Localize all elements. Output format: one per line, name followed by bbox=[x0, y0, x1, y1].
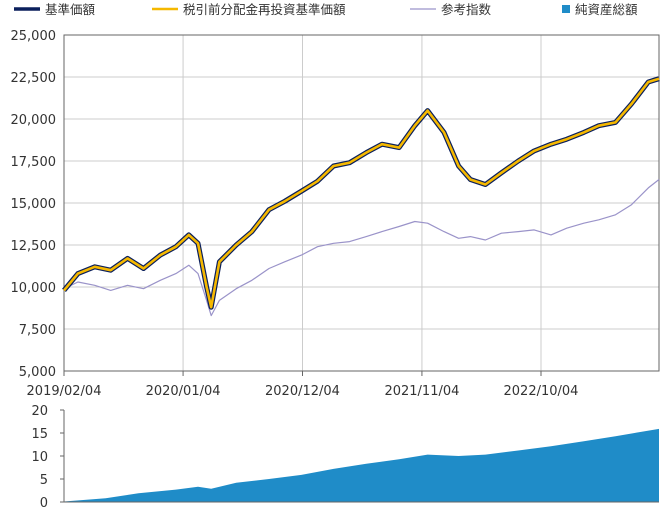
main-series-layer bbox=[62, 76, 660, 317]
x-tick-label: 2020/01/04 bbox=[146, 384, 221, 399]
sub-y-tick-label: 20 bbox=[31, 404, 48, 419]
y-tick-label: 5,000 bbox=[19, 365, 56, 380]
series-net-assets-area bbox=[64, 428, 659, 502]
legend-label: 純資産総額 bbox=[575, 2, 638, 17]
legend: 基準価額 税引前分配金再投資基準価額 参考指数 純資産総額 bbox=[14, 2, 638, 17]
legend-swatch-net-assets bbox=[562, 5, 570, 13]
legend-item-4[interactable]: 純資産総額 bbox=[562, 2, 638, 17]
x-tick-label: 2019/02/04 bbox=[27, 384, 102, 399]
y-tick-label: 22,500 bbox=[11, 71, 57, 86]
legend-label: 税引前分配金再投資基準価額 bbox=[183, 2, 346, 17]
sub-tick-labels: 0 5 10 15 20 bbox=[31, 404, 48, 508]
legend-item-3[interactable]: 参考指数 bbox=[410, 2, 492, 17]
sub-y-tick-label: 5 bbox=[40, 473, 48, 488]
legend-label: 参考指数 bbox=[441, 2, 492, 17]
sub-series-layer bbox=[64, 428, 659, 502]
y-tick-label: 10,000 bbox=[11, 281, 57, 296]
sub-y-tick-label: 0 bbox=[40, 496, 48, 508]
y-tick-label: 7,500 bbox=[19, 323, 56, 338]
x-tick-label: 2020/12/04 bbox=[265, 384, 340, 399]
y-tick-label: 20,000 bbox=[11, 113, 57, 128]
sub-axes bbox=[60, 409, 659, 503]
main-tick-labels: 5,000 7,500 10,000 12,500 15,000 17,500 20,000… bbox=[11, 29, 579, 399]
x-tick-label: 2022/10/04 bbox=[504, 384, 579, 399]
series-nav-line bbox=[62, 76, 660, 310]
sub-y-tick-label: 15 bbox=[31, 427, 48, 442]
sub-y-tick-label: 10 bbox=[31, 450, 48, 465]
main-axes bbox=[63, 34, 660, 372]
series-reinvested-line bbox=[62, 77, 660, 309]
series-benchmark-line bbox=[63, 179, 660, 317]
x-tick-label: 2021/11/04 bbox=[384, 384, 459, 399]
legend-label: 基準価額 bbox=[45, 2, 96, 17]
main-plot-frame bbox=[63, 34, 660, 372]
y-tick-label: 15,000 bbox=[11, 197, 57, 212]
main-gridlines bbox=[63, 34, 659, 376]
y-tick-label: 25,000 bbox=[11, 29, 57, 44]
legend-item-1[interactable]: 基準価額 bbox=[14, 2, 96, 17]
y-tick-label: 12,500 bbox=[11, 239, 57, 254]
legend-item-2[interactable]: 税引前分配金再投資基準価額 bbox=[152, 2, 346, 17]
y-tick-label: 17,500 bbox=[11, 155, 57, 170]
